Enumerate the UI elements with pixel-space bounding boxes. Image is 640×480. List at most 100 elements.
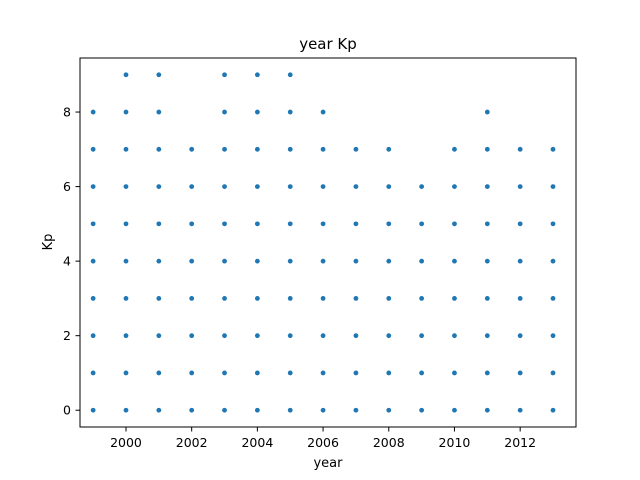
data-point (254, 184, 260, 189)
y-axis-label: Kp (41, 234, 56, 251)
data-point (353, 258, 359, 264)
ticks-layer: 2000 2002 2004 2006 2008 2010 2012 0 2 4 6 8 (63, 105, 536, 450)
data-point (452, 407, 457, 413)
x-tick-label: 2000 (110, 435, 142, 450)
data-point (254, 221, 260, 227)
y-tick-label: 2 (63, 328, 71, 343)
data-point (484, 184, 490, 189)
data-point (189, 146, 195, 152)
data-point (189, 184, 195, 189)
data-point (90, 296, 96, 301)
data-point (287, 72, 293, 78)
data-point (90, 146, 96, 152)
data-point (353, 296, 359, 301)
data-point (222, 370, 227, 376)
data-point (353, 184, 359, 189)
x-tick-label: 2004 (241, 435, 273, 450)
data-point (386, 258, 392, 264)
data-point (156, 221, 162, 227)
data-point (123, 296, 129, 301)
data-point (287, 146, 293, 152)
data-point (517, 258, 523, 264)
plot-frame (79, 57, 577, 428)
data-point (353, 407, 359, 413)
data-point (123, 258, 129, 264)
data-point (189, 370, 195, 376)
data-point (452, 146, 457, 152)
y-tick-label: 4 (63, 254, 71, 269)
data-point (254, 407, 260, 413)
data-point (287, 296, 293, 301)
data-point (353, 146, 359, 152)
data-point (222, 296, 227, 301)
data-point (484, 258, 490, 264)
data-point (90, 184, 96, 189)
data-point (287, 109, 293, 115)
data-point (320, 296, 326, 301)
data-point (386, 146, 392, 152)
y-tick-label: 6 (63, 179, 71, 194)
data-point (452, 370, 457, 376)
data-point (90, 109, 96, 115)
data-point (484, 333, 490, 339)
data-point (452, 221, 457, 227)
data-point (320, 221, 326, 227)
data-point (484, 109, 490, 115)
data-point (287, 184, 293, 189)
data-point (189, 221, 195, 227)
data-point (123, 370, 129, 376)
data-point (90, 258, 96, 264)
points-layer (90, 72, 556, 413)
data-point (156, 184, 162, 189)
data-point (222, 221, 227, 227)
data-point (189, 258, 195, 264)
data-point (386, 221, 392, 227)
data-point (452, 296, 457, 301)
data-point (254, 109, 260, 115)
x-tick-label: 2006 (307, 435, 339, 450)
data-point (156, 258, 162, 264)
data-point (189, 333, 195, 339)
data-point (353, 221, 359, 227)
data-point (419, 258, 425, 264)
data-point (320, 258, 326, 264)
y-tick-label: 0 (63, 403, 71, 418)
data-point (123, 333, 129, 339)
data-point (156, 407, 162, 413)
data-point (484, 370, 490, 376)
data-point (90, 407, 96, 413)
data-point (287, 221, 293, 227)
data-point (419, 333, 425, 339)
data-point (550, 333, 556, 339)
data-point (320, 109, 326, 115)
data-point (222, 184, 227, 189)
data-point (222, 146, 227, 152)
data-point (254, 72, 260, 78)
data-point (419, 407, 425, 413)
data-point (123, 184, 129, 189)
data-point (287, 370, 293, 376)
data-point (123, 72, 129, 78)
data-point (90, 333, 96, 339)
data-point (517, 407, 523, 413)
data-point (386, 184, 392, 189)
data-point (222, 333, 227, 339)
data-point (517, 146, 523, 152)
data-point (419, 296, 425, 301)
data-point (484, 221, 490, 227)
data-point (90, 221, 96, 227)
data-point (222, 109, 227, 115)
data-point (189, 296, 195, 301)
data-point (517, 296, 523, 301)
data-point (550, 221, 556, 227)
data-point (550, 370, 556, 376)
data-point (517, 333, 523, 339)
data-point (222, 407, 227, 413)
data-point (156, 333, 162, 339)
x-tick-label: 2010 (439, 435, 471, 450)
x-tick-label: 2002 (176, 435, 208, 450)
data-point (156, 296, 162, 301)
data-point (189, 407, 195, 413)
data-point (452, 258, 457, 264)
